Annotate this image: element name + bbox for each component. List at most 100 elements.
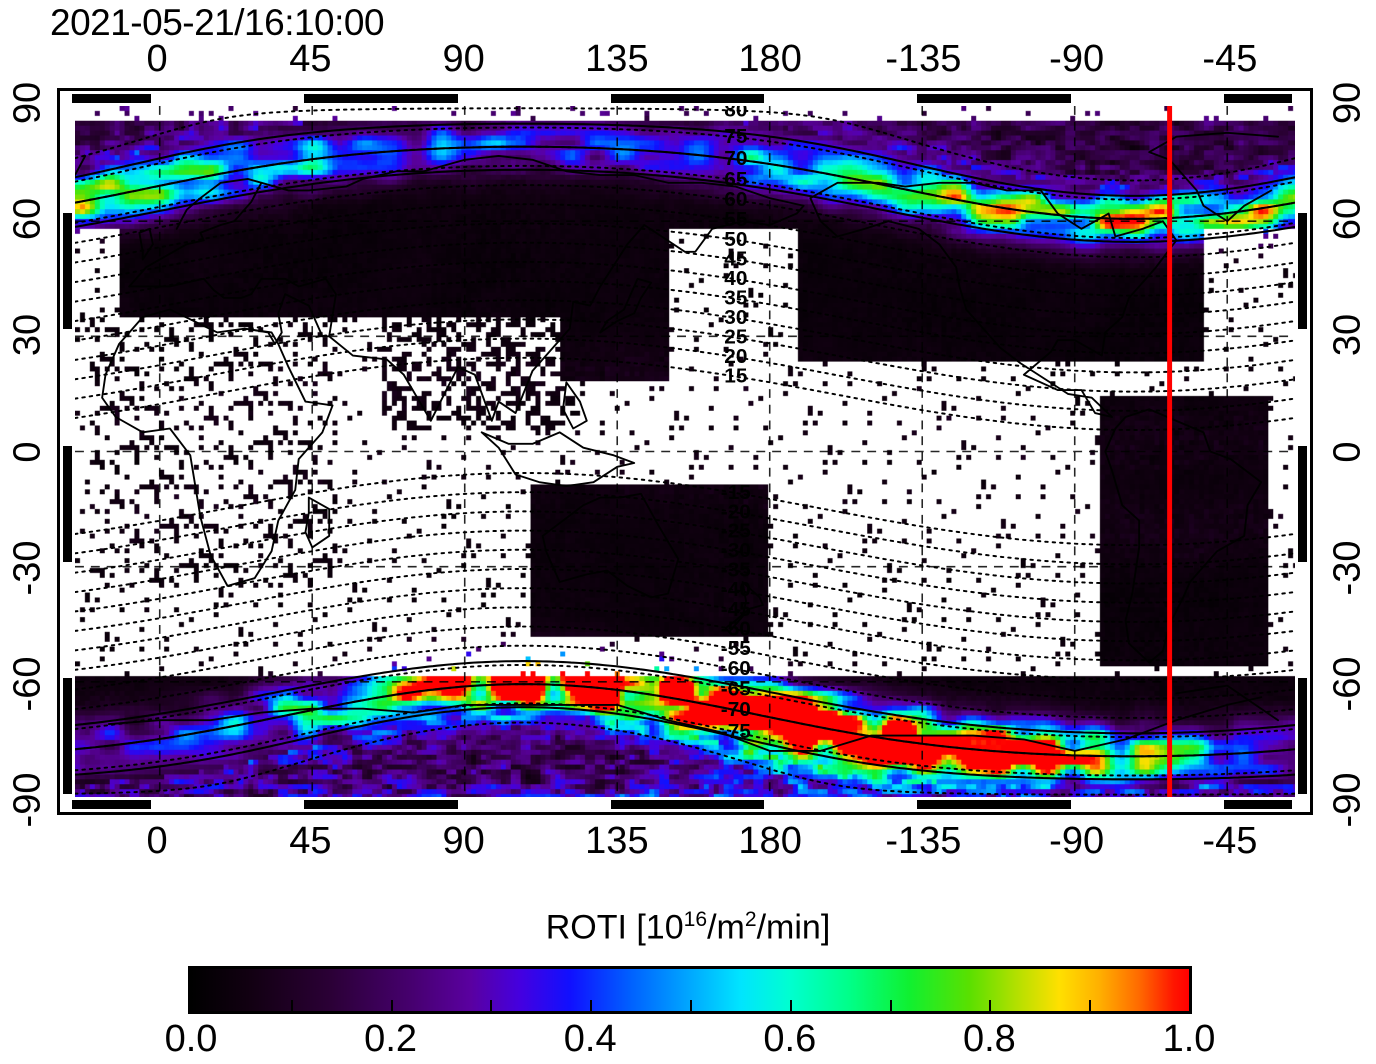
y-tick-label: -60	[1326, 656, 1369, 712]
tick-segment	[66, 94, 152, 103]
tick-segment	[151, 800, 305, 809]
maglat-contour	[75, 702, 1295, 777]
maglat-label: 30	[724, 306, 747, 329]
x-tick-label: -90	[1049, 38, 1105, 80]
colorbar-tick	[490, 1000, 493, 1011]
x-tick-label: 45	[289, 820, 332, 862]
auroral-oval-south	[75, 706, 1295, 781]
tick-band-right	[1298, 94, 1307, 809]
maglat-contour	[75, 260, 1295, 336]
x-tick-label: -45	[1202, 820, 1258, 862]
maglat-contour	[75, 606, 1295, 681]
x-tick-label: 135	[585, 38, 649, 80]
x-tick-label: -45	[1202, 38, 1258, 80]
maglat-contour	[75, 241, 1295, 316]
colorbar-tick	[889, 1000, 892, 1011]
coastline	[724, 581, 764, 633]
maglat-contour	[75, 184, 1295, 259]
x-tick-label: 180	[738, 820, 802, 862]
maglat-label: -30	[721, 539, 751, 562]
tick-segment	[1223, 94, 1292, 103]
auroral-oval-south	[75, 660, 1295, 735]
maglat-contour	[75, 107, 1295, 182]
colorbar-title: ROTI [1016/m2/min]	[545, 908, 831, 947]
tick-segment	[1070, 800, 1224, 809]
maglat-label: 80	[724, 106, 747, 121]
tick-segment	[66, 800, 152, 809]
tick-segment	[1298, 329, 1307, 446]
x-tick-label: 90	[442, 820, 485, 862]
maglat-label: -25	[721, 520, 751, 543]
maglat-contour	[75, 356, 1295, 431]
y-tick-label: 60	[6, 198, 49, 241]
maglat-label: 20	[724, 345, 747, 368]
y-tick-label: -90	[1326, 772, 1369, 828]
page-title: 2021-05-21/16:10:00	[50, 2, 385, 43]
coastline	[599, 277, 653, 334]
maglat-contour	[75, 222, 1295, 297]
x-tick-label: -135	[885, 38, 962, 80]
colorbar-tick	[390, 1000, 393, 1011]
maglat-contour	[75, 126, 1295, 201]
tick-segment	[1298, 445, 1307, 562]
coastline	[128, 277, 337, 345]
coastline	[480, 431, 636, 488]
y-tick-label: -90	[6, 772, 49, 828]
x-tick-label: 0	[146, 38, 168, 80]
maglat-contour	[75, 299, 1295, 374]
maglat-label: 45	[724, 248, 747, 271]
tick-segment	[610, 800, 765, 809]
y-tick-label: 0	[6, 440, 49, 463]
maglat-label: 60	[724, 188, 747, 211]
colorbar-tick	[690, 1000, 692, 1011]
coastline	[128, 154, 805, 422]
maglat-contour	[75, 529, 1295, 604]
tick-segment	[63, 329, 72, 446]
maglat-label: 40	[724, 267, 747, 290]
y-tick-label: 90	[1326, 81, 1369, 125]
tick-segment	[151, 94, 305, 103]
coastline	[138, 227, 154, 261]
maglat-contour	[75, 203, 1295, 278]
auroral-oval-north	[75, 168, 1295, 243]
auroral-oval-south	[75, 683, 1295, 758]
maglat-contour	[75, 587, 1295, 662]
maglat-contour	[75, 567, 1295, 643]
maglat-label: 15	[724, 365, 747, 388]
coastline	[175, 177, 263, 230]
maglat-label: 55	[724, 208, 747, 231]
tick-segment	[63, 677, 72, 794]
tick-segment	[63, 97, 72, 214]
y-tick-label: 30	[1326, 314, 1369, 357]
tick-segment	[1298, 213, 1307, 330]
tick-segment	[63, 213, 72, 330]
y-tick-label: -60	[6, 656, 49, 712]
maglat-contour	[75, 625, 1295, 700]
maglat-contour	[75, 548, 1295, 623]
colorbar-tick	[789, 1000, 792, 1011]
colorbar-tick-label: 0.0	[164, 1018, 218, 1060]
maglat-label: -55	[721, 637, 751, 660]
colorbar-tick-label: 1.0	[1162, 1018, 1216, 1060]
colorbar-tick-label: 0.4	[563, 1018, 617, 1060]
x-tick-label: 135	[585, 820, 649, 862]
y-tick-label: 0	[1326, 440, 1369, 463]
x-tick-label: 0	[146, 820, 168, 862]
y-tick-label: 60	[1326, 198, 1369, 241]
tick-segment	[1223, 800, 1292, 809]
maglat-contour	[75, 318, 1295, 393]
map-frame: 80 75 70 65 60 55 50 45 40 35 30 25 20 15 -15 -20 -25 -30…	[57, 88, 1313, 815]
colorbar-tick	[1089, 1000, 1092, 1011]
y-tick-label: -30	[6, 540, 49, 596]
tick-segment	[457, 94, 611, 103]
tick-band-left	[63, 94, 72, 809]
maglat-label: 35	[724, 287, 747, 310]
tick-segment	[917, 800, 1071, 809]
maglat-contour	[75, 164, 1295, 239]
y-tick-label: 30	[6, 314, 49, 357]
tick-segment	[63, 445, 72, 562]
map-tick-band: 80 75 70 65 60 55 50 45 40 35 30 25 20 15 -15 -20 -25 -30…	[63, 94, 1307, 809]
maglat-label: -20	[721, 500, 751, 523]
maglat-label: -75	[721, 720, 751, 743]
tick-segment	[1298, 97, 1307, 214]
